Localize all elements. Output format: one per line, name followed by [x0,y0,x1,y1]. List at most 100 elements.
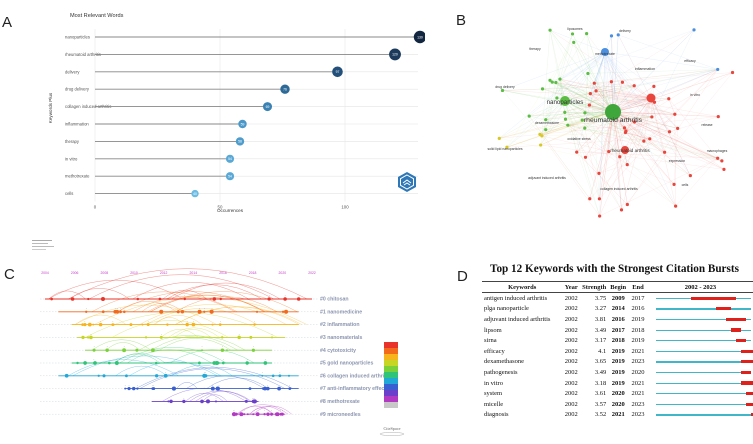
cluster-node [200,400,204,404]
cluster-node [245,361,248,364]
network-node [720,159,723,162]
network-label: methotrexate [595,52,615,56]
cluster-node [270,413,273,416]
burst-keyword: micelle [482,399,562,410]
cluster-node [212,324,214,326]
cluster-node [108,362,111,365]
cluster-node [221,348,224,351]
citation-arc [189,391,250,402]
citation-arc [237,405,288,415]
network-node [674,205,677,208]
network-node [673,113,676,116]
burst-baseline [656,404,751,405]
burst-strength: 4.1 [580,346,608,357]
network-node [620,208,623,211]
cluster-node [50,298,53,301]
colorbar-segment [384,348,398,354]
network-node [571,32,574,35]
burst-period [746,403,753,406]
burst-timeline [648,314,753,325]
marker-value: 130 [417,35,423,39]
cluster-node [177,310,180,313]
cluster-node [65,374,69,378]
cluster-node [243,413,245,415]
cluster-node [159,298,162,301]
network-label: therapy [529,47,541,51]
node-label: • [112,321,113,323]
cluster-node [256,311,258,313]
cluster-node [220,298,222,300]
cluster-node [88,336,90,338]
network-node [583,127,586,130]
marker-value: 40 [193,192,197,196]
node-label: • [244,411,245,413]
cluster-node [83,361,87,365]
burst-strength: 3.75 [580,293,608,304]
network-label: collagen induced arthritis [600,187,638,191]
network-node [597,172,600,175]
burst-end: 2019 [628,335,648,346]
burst-keyword: diagnosis [482,410,562,421]
cluster-node [222,362,225,365]
node-label: • [285,296,286,298]
burst-period [746,392,753,395]
network-node [667,97,670,100]
network-node [692,28,695,31]
marker-value: 54 [228,175,232,179]
cluster-node [249,387,252,390]
burst-keyword: system [482,388,562,399]
colorbar-segment [384,384,398,390]
network-node [572,41,575,44]
year-tick: 2006 [71,271,79,275]
cluster-node [226,349,228,351]
citation-arc [151,336,245,350]
node-label: • [193,321,194,323]
cluster-node [93,349,96,352]
cluster-node [124,388,126,390]
burst-begin: 2018 [608,335,628,346]
cluster-node [71,297,75,301]
citation-arc [115,366,167,376]
network-node [594,89,597,92]
marker-value: 69 [266,105,270,109]
cluster-node [278,374,281,377]
network-node [501,89,504,92]
cluster-node [135,349,138,352]
burst-strength: 3.27 [580,304,608,315]
cluster-label: #7 anti-inflammatory effect [320,386,386,392]
category-label: therapy [65,139,80,144]
cluster-node [267,297,270,300]
category-label: delivery [65,69,80,74]
cluster-node [266,387,270,391]
node-label: • [182,308,183,310]
panel-label-d: D [457,268,468,285]
cluster-node [151,348,155,352]
burst-end: 2019 [628,314,648,325]
node-label: • [107,347,108,349]
cluster-node [264,361,268,365]
burst-end: 2018 [628,325,648,336]
burst-timeline [648,399,753,410]
cluster-node [92,324,94,326]
burst-begin: 2019 [608,346,628,357]
burst-table: Keywords Year Strength Begin End 2002 - … [482,281,753,420]
burst-begin: 2019 [608,378,628,389]
burst-baseline [656,393,751,394]
burst-begin: 2019 [608,357,628,368]
cluster-node [262,387,265,390]
cluster-node [253,323,255,325]
burst-year: 2002 [562,335,580,346]
network-label: dexamethasone [535,121,559,125]
network-node [610,34,613,37]
cluster-node [115,310,119,314]
cluster-node [147,323,150,326]
citation-arc [73,356,217,376]
node-label: • [220,296,221,298]
colorbar-segment [384,342,398,348]
citation-arc [207,378,269,389]
burst-keyword: efficacy [482,346,562,357]
cluster-node [159,310,163,314]
citation-arc [176,382,197,388]
